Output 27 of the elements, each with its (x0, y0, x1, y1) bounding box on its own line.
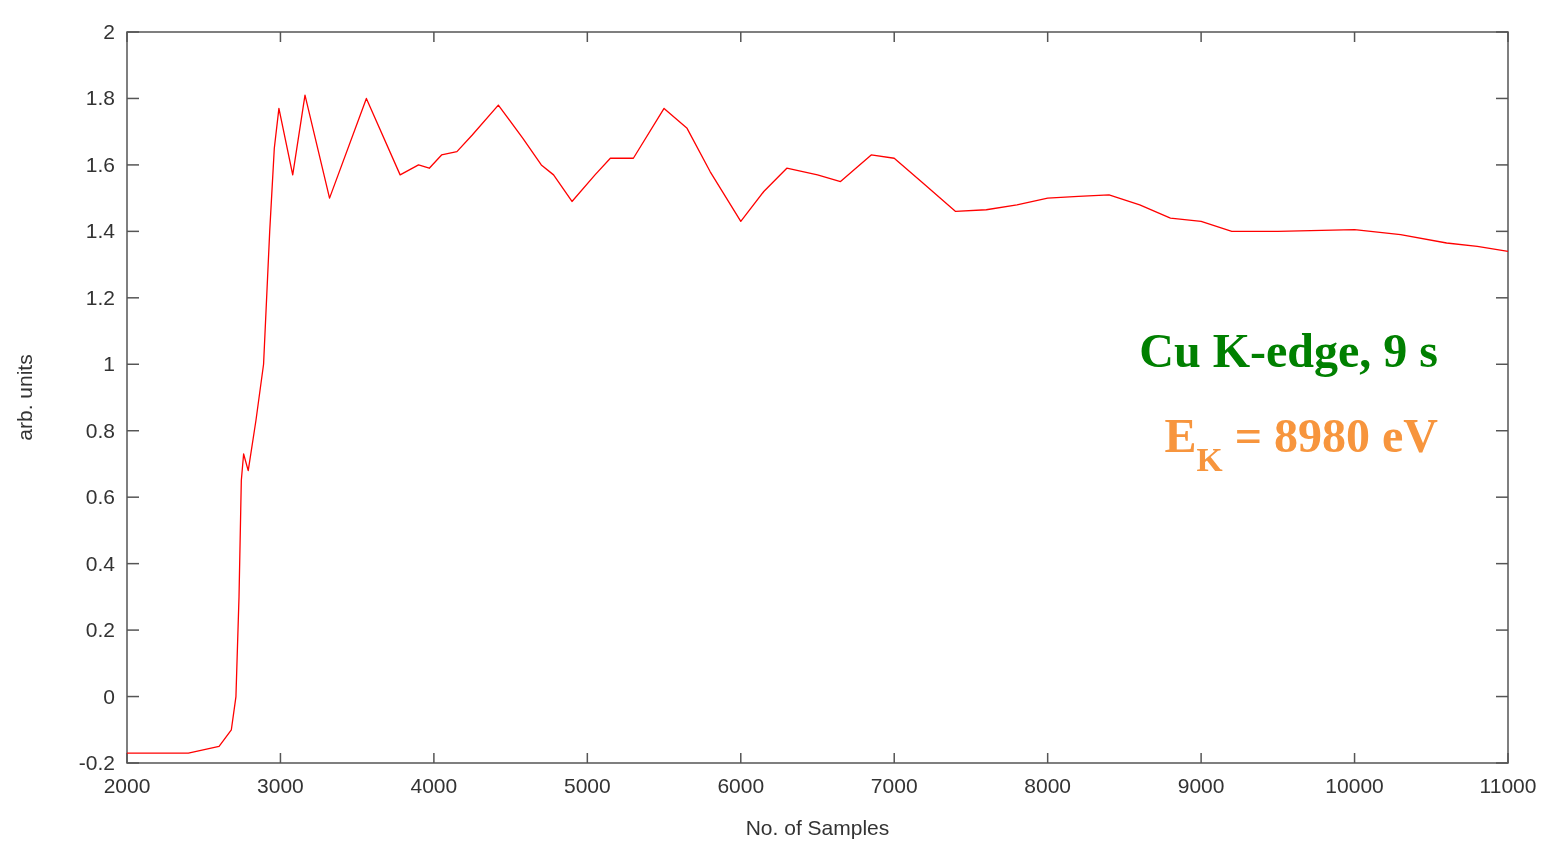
x-axis-title: No. of Samples (745, 816, 890, 839)
x-tick-label: 6000 (717, 774, 765, 797)
y-tick-label: 0.2 (85, 618, 115, 642)
y-axis-title: arb. units (13, 354, 36, 441)
x-tick-label: 9000 (1177, 774, 1225, 797)
y-tick-label: 1.8 (85, 86, 115, 110)
y-tick-label: 0.8 (85, 418, 115, 442)
x-tick-label: 10000 (1325, 774, 1384, 797)
x-tick-label: 11000 (1479, 774, 1537, 797)
y-tick-label: 1 (103, 352, 115, 376)
x-tick-label: 8000 (1024, 774, 1072, 797)
x-tick-label: 7000 (870, 774, 918, 797)
annotation: E$_{K}$ = 8980 eV (1164, 409, 1439, 478)
x-tick-label: 4000 (410, 774, 458, 797)
y-tick-label: 2 (103, 20, 115, 43)
x-tick-label: 5000 (563, 774, 611, 797)
y-tick-label: 1.2 (85, 285, 115, 309)
y-tick-label: 0.6 (85, 485, 115, 509)
y-tick-label: 1.6 (85, 152, 115, 176)
y-tick-label: 0.4 (85, 551, 116, 575)
x-tick-label: 2000 (103, 774, 151, 797)
line-series (126, 94, 1509, 754)
x-tick-label: 3000 (257, 774, 304, 797)
y-tick-label: 1.4 (85, 219, 116, 243)
y-tick-label: 0 (103, 684, 115, 708)
y-tick-label: -0.2 (78, 751, 115, 774)
annotation: Cu K-edge, 9 s (1139, 324, 1438, 377)
